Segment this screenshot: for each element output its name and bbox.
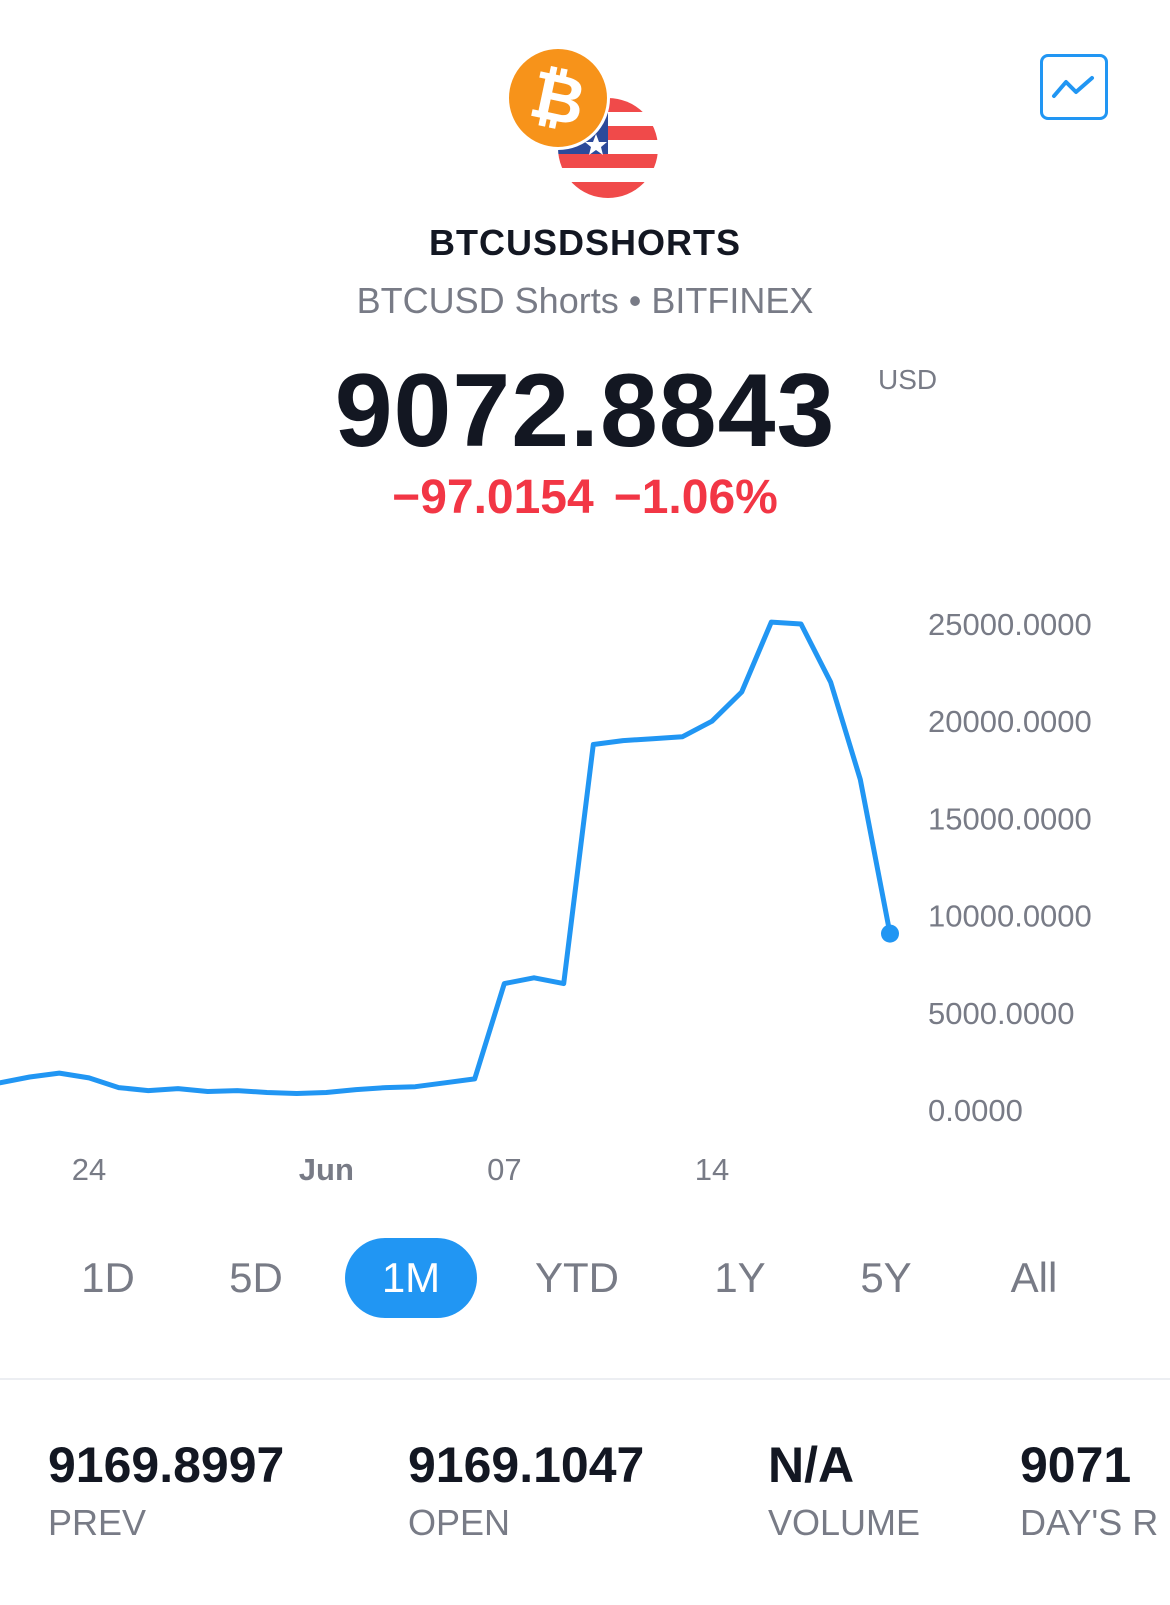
range-all[interactable]: All xyxy=(1010,1254,1058,1301)
divider xyxy=(0,1378,1170,1380)
y-tick-label: 25000.0000 xyxy=(928,607,1092,642)
stat-volume: N/A VOLUME xyxy=(768,1436,920,1544)
price-line xyxy=(0,619,893,1096)
last-price: 9072.8843 xyxy=(334,353,836,469)
stat-prev: 9169.8997 PREV xyxy=(48,1436,284,1544)
x-axis: 24 Jun 07 14 xyxy=(72,1152,729,1187)
y-tick-label: 5000.0000 xyxy=(928,996,1075,1031)
stat-value: 9169.1047 xyxy=(408,1437,645,1493)
x-tick-label: 24 xyxy=(72,1152,106,1187)
stat-label: VOLUME xyxy=(768,1502,921,1543)
line-chart-icon xyxy=(1052,76,1094,98)
y-tick-label: 10000.0000 xyxy=(928,899,1092,934)
stat-day-s-r: 9071 DAY'S R xyxy=(1020,1436,1170,1544)
bitcoin-icon: ₿ xyxy=(506,46,610,150)
symbol-logo: ₿ xyxy=(506,46,666,206)
range-1m[interactable]: 1M xyxy=(345,1238,477,1318)
stat-label: PREV xyxy=(48,1502,147,1543)
stat-value: 9169.8997 xyxy=(48,1437,285,1493)
stat-label: OPEN xyxy=(408,1502,511,1543)
y-tick-label: 0.0000 xyxy=(928,1093,1023,1128)
y-tick-label: 20000.0000 xyxy=(928,704,1092,739)
stat-value: 9071 xyxy=(1020,1437,1132,1493)
x-tick-label: 14 xyxy=(695,1152,729,1187)
price-row: 9072.8843 USD xyxy=(0,352,1170,471)
change-value: −97.0154 xyxy=(392,471,594,524)
range-5d[interactable]: 5D xyxy=(229,1254,283,1301)
range-selector: 1D 5D 1M YTD 1Y 5Y All xyxy=(0,1238,1170,1318)
x-tick-label: Jun xyxy=(299,1152,354,1187)
x-tick-label: 07 xyxy=(487,1152,521,1187)
range-5y[interactable]: 5Y xyxy=(860,1254,912,1301)
chart-type-button[interactable] xyxy=(1040,54,1108,120)
y-tick-label: 15000.0000 xyxy=(928,801,1092,836)
range-1d[interactable]: 1D xyxy=(81,1254,135,1301)
range-ytd[interactable]: YTD xyxy=(535,1254,619,1301)
stat-label: DAY'S R xyxy=(1020,1502,1159,1543)
y-axis: 25000.0000 20000.0000 15000.0000 10000.0000… xyxy=(928,607,1092,1128)
price-change: −97.0154 −1.06% xyxy=(0,470,1170,525)
symbol-name: BTCUSDSHORTS xyxy=(428,222,741,263)
currency-label: USD xyxy=(878,364,938,395)
last-price-marker xyxy=(881,924,899,943)
stat-open: 9169.1047 OPEN xyxy=(408,1436,644,1544)
price-chart[interactable]: 25000.0000 20000.0000 15000.0000 10000.0000… xyxy=(0,590,1170,1210)
change-percent: −1.06% xyxy=(613,471,778,524)
symbol-description: BTCUSD Shorts • BITFINEX xyxy=(356,280,814,321)
stat-value: N/A xyxy=(768,1437,855,1493)
range-1y[interactable]: 1Y xyxy=(714,1254,766,1301)
